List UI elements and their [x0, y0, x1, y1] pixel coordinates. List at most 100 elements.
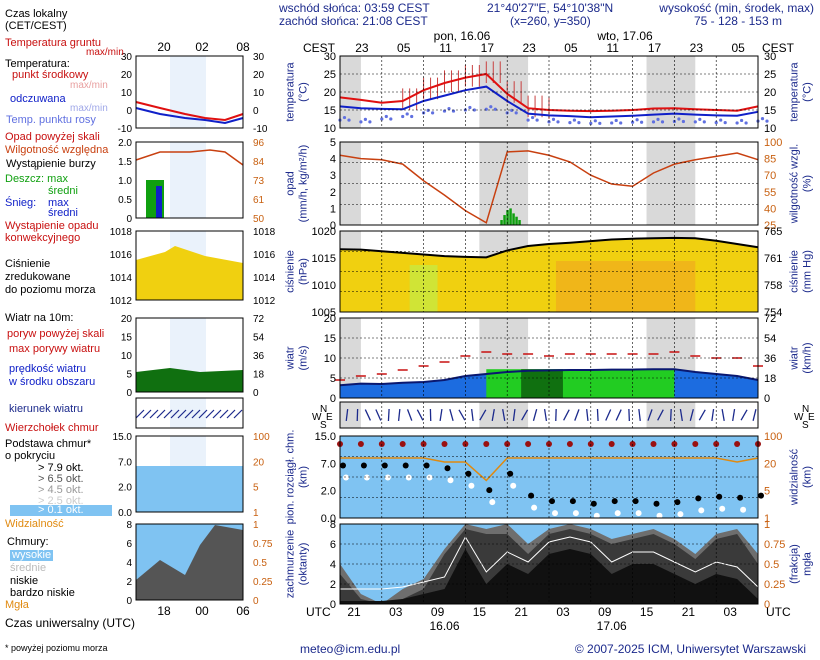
cloud-base-light-dot — [384, 474, 391, 481]
mini-rtick: 36 — [253, 351, 265, 362]
y-tick-cover: 8 — [330, 519, 336, 531]
mini-direction-arrow — [205, 409, 215, 419]
cloud-base-light-dot — [426, 474, 433, 481]
mini-rtick: 0.25 — [253, 577, 273, 588]
y2-axis-title-precip: wilgotność wzgl.(%) — [789, 144, 814, 224]
y2-tick-precip: 40 — [764, 203, 776, 215]
mini-rtick: -10 — [253, 124, 268, 135]
wind-direction-arrow — [406, 409, 413, 421]
bottom-hour-label: 03 — [556, 605, 570, 619]
dew-point-dot — [489, 105, 493, 109]
mini-tick: 15.0 — [113, 432, 133, 443]
mini-cover-area — [136, 525, 243, 600]
compass-w-right: W — [794, 412, 804, 423]
y-tick-precip: 5 — [330, 137, 336, 149]
bottom-hour-label: 15 — [640, 605, 654, 619]
mini-direction-arrow — [191, 409, 201, 419]
y2-tick-press: 761 — [764, 253, 782, 265]
y-tick-cover: 2 — [330, 579, 336, 591]
mini-rtick: 100 — [253, 432, 270, 443]
mini-time-hour: 20 — [157, 40, 171, 54]
top-hour-label: 05 — [731, 41, 745, 55]
mini-rtick: 84 — [253, 157, 265, 168]
y-tick-temp: 25 — [324, 69, 336, 81]
y-tick-temp: 15 — [324, 105, 336, 117]
mini-rtick: 1 — [253, 520, 259, 531]
y-tick-cover: 4 — [330, 559, 336, 571]
cloud-base-dot — [486, 487, 493, 494]
mini-rtick: 5 — [253, 483, 259, 494]
cloud-base-dot — [674, 499, 681, 506]
dew-point-dot — [426, 108, 430, 112]
wind-direction-arrow — [416, 409, 424, 421]
wind-direction-arrow — [698, 409, 706, 421]
cloud-base-dot — [590, 500, 597, 507]
night-band-temp-2 — [646, 56, 696, 128]
y-tick-press: 1020 — [312, 226, 336, 238]
dew-point-dot — [610, 121, 614, 125]
dew-point-dot — [493, 107, 497, 111]
bottom-date-1: 17.06 — [597, 619, 627, 633]
cloud-base-light-dot — [531, 504, 538, 511]
legend-clouds-title: Chmury: — [7, 536, 49, 548]
wind-direction-arrow — [512, 408, 516, 422]
mini-direction-arrow — [170, 409, 180, 419]
wind-direction-arrow — [532, 409, 538, 421]
y-tick-precip: 1 — [330, 203, 336, 215]
y-tick-cloud: 7.0 — [321, 458, 336, 470]
cloud-base-dot — [528, 492, 535, 499]
mini-tick: 1.5 — [118, 157, 132, 168]
panel-frame-temp — [339, 55, 759, 129]
rain-bar — [515, 216, 518, 225]
mini-direction-arrow — [212, 409, 222, 419]
mini-rtick: 18 — [253, 370, 265, 381]
mini-tick: 0 — [126, 214, 132, 225]
legend-visibility: Widzialność — [5, 518, 64, 530]
cloud-base-light-dot — [510, 482, 517, 489]
compass-e-left: E — [326, 412, 333, 423]
legend-felt-temp: odczuwana — [10, 93, 66, 105]
dew-point-dot — [568, 121, 572, 125]
cloud-top-dot — [692, 441, 699, 447]
mini-tick: 4 — [126, 558, 132, 569]
mini-rtick: 73 — [253, 176, 265, 187]
wind-direction-arrow — [502, 408, 506, 422]
day-label-1: wto, 17.06 — [596, 29, 653, 43]
dew-point-dot — [472, 108, 476, 112]
wind-direction-arrow — [458, 409, 466, 421]
y2-tick-precip: 70 — [764, 170, 776, 182]
cloud-top-dot — [650, 441, 657, 447]
top-hour-label: 17 — [648, 41, 662, 55]
panel-frame-cover — [339, 523, 759, 605]
mini-frame-2 — [135, 230, 244, 301]
wind-direction-arrow — [397, 408, 401, 422]
cloud-base-light-dot — [719, 505, 726, 512]
dew-point-dot — [744, 121, 748, 125]
dew-point-dot — [656, 117, 660, 121]
y2-axis-title-temp: temperatura(°C) — [789, 61, 814, 121]
y-axis-title-press: ciśnienie(hPa) — [285, 250, 310, 293]
y2-axis-title-press: ciśnienie(mm Hg) — [789, 250, 814, 293]
legend-ground-range: max/min — [86, 47, 124, 58]
mini-direction-arrow — [142, 409, 152, 419]
compass-e-right: E — [808, 412, 815, 423]
mini-rtick: 0 — [253, 106, 259, 117]
mini-direction-arrow — [184, 409, 194, 419]
sunset-text: zachód słońca: 21:08 CEST — [279, 14, 428, 28]
mini-utc-hour: 06 — [236, 604, 250, 618]
dew-point-dot — [484, 107, 488, 111]
contact-email[interactable]: meteo@icm.edu.pl — [300, 642, 401, 656]
mini-rtick: 20 — [253, 70, 265, 81]
cloud-top-dot — [357, 441, 364, 447]
legend-okta-01: > 0.1 okt. — [10, 505, 112, 516]
rain-bar — [503, 215, 506, 225]
wind-direction-arrow — [543, 408, 548, 422]
y2-tick-temp: 20 — [764, 87, 776, 99]
mini-frame-5 — [135, 435, 244, 513]
mini-tick: 8 — [126, 520, 132, 531]
cloud-base-light-dot — [363, 474, 370, 481]
cloud-base-light-dot — [677, 511, 684, 518]
mini-rtick: 1012 — [253, 296, 276, 307]
mini-tick: 15 — [121, 333, 133, 344]
dew-point-dot — [347, 118, 351, 122]
